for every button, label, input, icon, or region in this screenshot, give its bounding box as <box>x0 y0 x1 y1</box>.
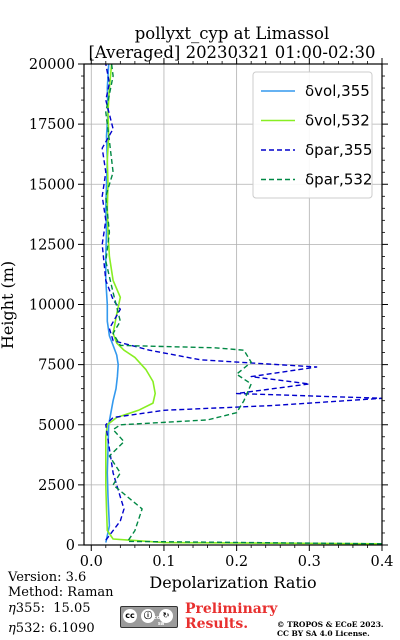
chart-title-line1: pollyxt_cyp at Limassol <box>134 24 330 43</box>
y-tick-label: 10000 <box>29 298 75 314</box>
y-tick-label: 20000 <box>29 57 75 73</box>
legend-label: δpar,532 <box>305 171 372 189</box>
eta532-text: η532: 6.1090 <box>8 621 95 636</box>
eta355-value: 15.05 <box>53 601 91 616</box>
y-axis-label: Height (m) <box>0 261 17 349</box>
y-tick-label: 5000 <box>38 418 75 434</box>
y-tick-label: 0 <box>66 538 75 554</box>
chart-title-line2: [Averaged] 20230321 01:00-02:30 <box>88 43 376 62</box>
x-tick-label: 0.3 <box>298 554 321 570</box>
legend-label: δvol,532 <box>305 112 370 130</box>
preliminary-line1: Preliminary <box>185 601 278 617</box>
copyright-line1: © TROPOS & ECoE 2023. <box>277 620 384 629</box>
x-tick-label: 0.4 <box>370 554 393 570</box>
series-group <box>101 64 382 545</box>
x-tick-label: 0.2 <box>225 554 248 570</box>
y-tick-label: 12500 <box>29 237 75 253</box>
y-tick-label: 7500 <box>38 358 75 374</box>
version-text: Version: 3.6 <box>8 570 87 585</box>
preliminary-notice: Preliminary Results. <box>185 602 277 632</box>
x-tick-label: 0.1 <box>152 554 175 570</box>
preliminary-line2: Results. <box>185 616 249 632</box>
x-tick-label: 0.0 <box>80 554 103 570</box>
legend: δvol,355 δvol,532 δpar,355 δpar,532 <box>252 71 373 199</box>
cc-license-icon: cc ⓘ ↻ cc by sa <box>120 606 178 628</box>
eta532-value: 6.1090 <box>49 621 95 636</box>
cc-badge-label: cc by sa <box>153 615 169 627</box>
y-tick-label: 15000 <box>29 177 75 193</box>
copyright-notice: © TROPOS & ECoE 2023. CC BY SA 4.0 Licen… <box>277 620 384 638</box>
series-line-1 <box>105 64 382 545</box>
y-tick-label: 17500 <box>29 117 75 133</box>
legend-box <box>252 71 373 199</box>
eta355-text: η355: 15.05 <box>8 601 91 616</box>
legend-label: δpar,355 <box>305 141 372 159</box>
y-tick-label: 2500 <box>38 478 75 494</box>
series-line-2 <box>101 64 382 541</box>
ticks-group: 0.0 0.1 0.2 0.3 0.4 0 2500 5000 7500 10000 12500 15… <box>29 57 394 570</box>
legend-label: δvol,355 <box>305 82 370 100</box>
x-axis-label: Depolarization Ratio <box>149 573 316 592</box>
copyright-line2: CC BY SA 4.0 License. <box>277 629 370 638</box>
method-text: Method: Raman <box>8 585 114 600</box>
